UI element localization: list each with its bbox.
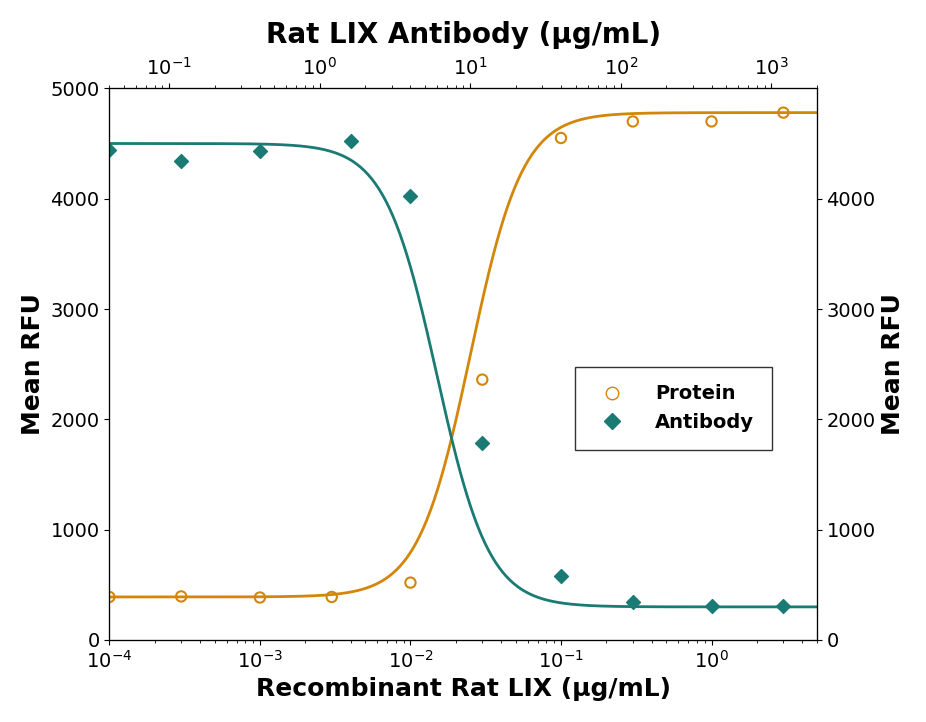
Point [704, 116, 719, 127]
Point [174, 591, 189, 602]
X-axis label: Recombinant Rat LIX (μg/mL): Recombinant Rat LIX (μg/mL) [256, 677, 670, 701]
Point [253, 145, 268, 157]
Point [344, 136, 358, 147]
Legend: Protein, Antibody: Protein, Antibody [575, 367, 771, 450]
Point [102, 144, 117, 156]
Point [704, 600, 719, 612]
Point [174, 155, 189, 167]
Point [253, 592, 268, 604]
Point [625, 596, 640, 608]
Point [475, 437, 490, 448]
X-axis label: Rat LIX Antibody (μg/mL): Rat LIX Antibody (μg/mL) [266, 21, 660, 49]
Point [403, 577, 418, 588]
Point [625, 116, 640, 127]
Point [324, 591, 339, 603]
Y-axis label: Mean RFU: Mean RFU [882, 293, 906, 435]
Point [554, 570, 569, 582]
Point [554, 132, 569, 144]
Point [102, 591, 117, 603]
Point [403, 191, 418, 202]
Point [475, 374, 490, 386]
Point [776, 600, 791, 612]
Y-axis label: Mean RFU: Mean RFU [20, 293, 44, 435]
Point [776, 107, 791, 118]
